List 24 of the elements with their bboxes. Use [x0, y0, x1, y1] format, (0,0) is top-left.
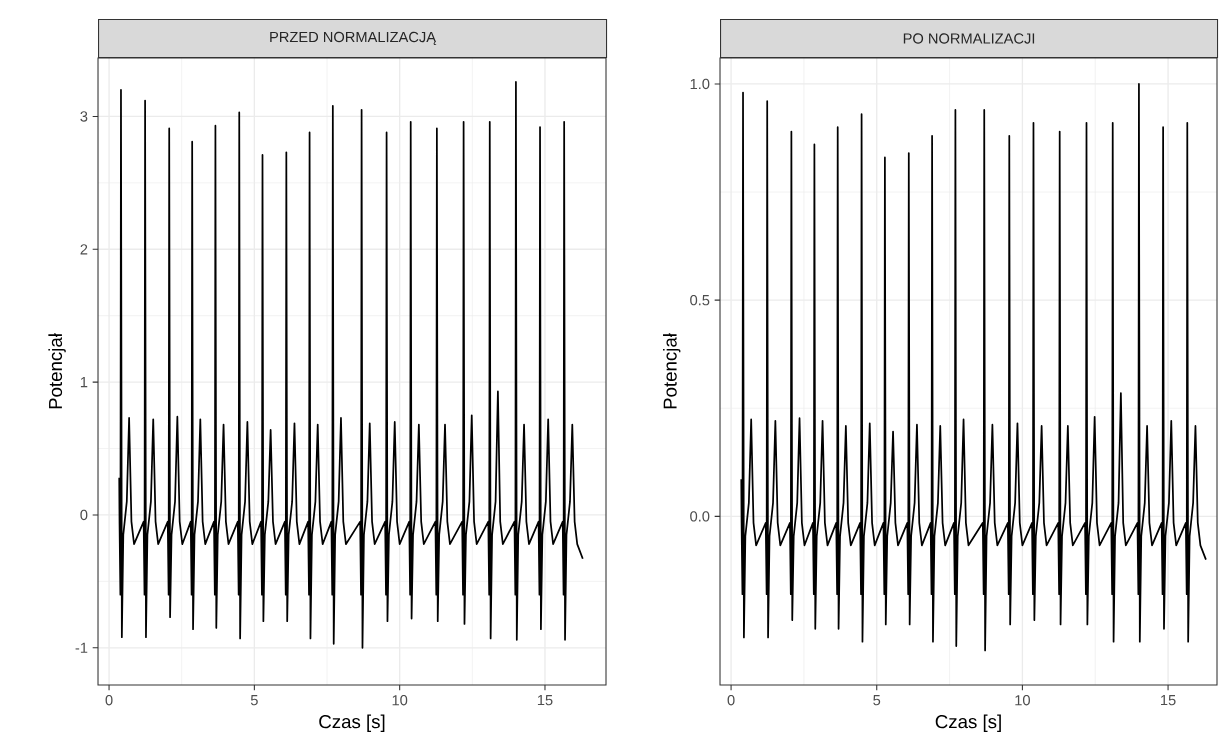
chart-title: PRZED NORMALIZACJĄ: [270, 31, 437, 46]
x-axis-title: Czas [s]: [319, 714, 385, 732]
y-tick-label: 2: [80, 244, 88, 255]
x-tick-label: 5: [873, 695, 881, 706]
x-tick-label: 0: [105, 695, 113, 706]
x-tick-label: 10: [1015, 695, 1030, 706]
y-tick-label: 1.0: [690, 78, 710, 90]
x-tick-label: 0: [727, 695, 735, 706]
x-tick-label: 15: [537, 695, 553, 706]
x-tick-label: 15: [1161, 695, 1176, 706]
chart-title: PO NORMALIZACJI: [903, 33, 1035, 44]
y-tick-label: 1: [80, 377, 88, 388]
x-axis-title: Czas [s]: [935, 714, 1001, 732]
y-axis-title: Potencjał: [48, 333, 66, 409]
line-series: [740, 83, 1207, 652]
y-tick-label: -1: [75, 642, 88, 653]
y-tick-label: 0.5: [690, 294, 710, 306]
x-tick-label: 10: [392, 695, 408, 706]
y-tick-label: 3: [80, 111, 88, 122]
y-tick-label: 0.0: [690, 511, 710, 522]
x-tick-label: 5: [250, 695, 258, 706]
y-axis-title: Potencjał: [663, 333, 681, 409]
line-series: [118, 81, 584, 649]
y-tick-label: 0: [80, 509, 88, 521]
